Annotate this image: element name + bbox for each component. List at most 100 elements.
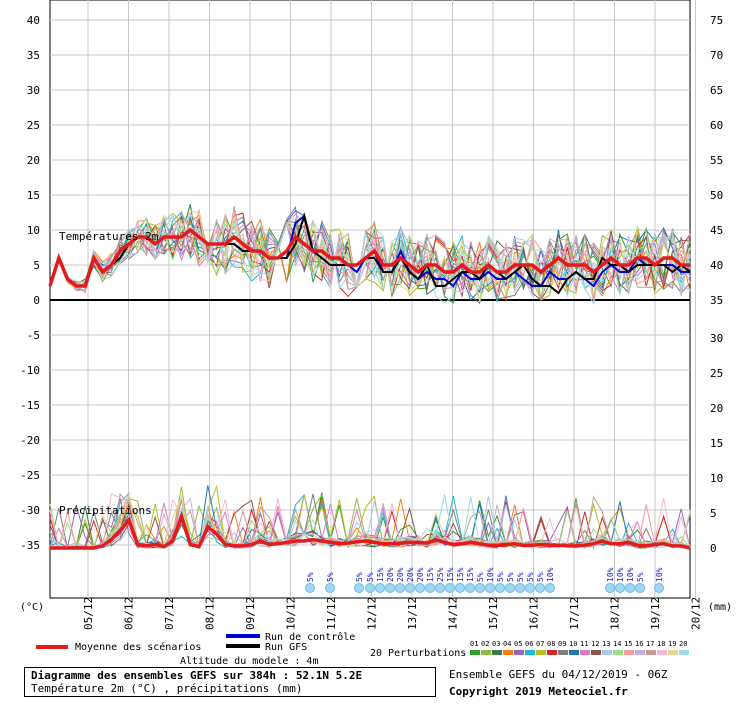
- left-unit-label: (°C): [20, 602, 44, 613]
- right-tick-precip-label: 0: [710, 542, 717, 555]
- altitude-label: Altitude du modele : 4m: [180, 656, 319, 667]
- perturbation-swatch: [503, 650, 513, 655]
- perturbation-swatch: [525, 650, 535, 655]
- snow-probability-label: 15%: [426, 567, 435, 582]
- perturbation-swatch: [668, 650, 678, 655]
- perturbation-number: 08: [547, 640, 555, 648]
- right-tick-precip-label: 30: [710, 332, 723, 345]
- x-tick-label: 15/12: [487, 597, 500, 630]
- perturbation-number: 16: [635, 640, 643, 648]
- perturbation-number: 12: [591, 640, 599, 648]
- perturbation-swatch: [547, 650, 557, 655]
- snow-probability-label: 10%: [626, 567, 635, 582]
- perturbation-number: 18: [657, 640, 665, 648]
- x-tick-label: 19/12: [649, 597, 662, 630]
- perturbation-temp-line: [49, 214, 691, 305]
- left-tick-label: -20: [20, 434, 40, 447]
- snowflake-icon: [375, 583, 385, 593]
- left-tick-label: -5: [27, 329, 40, 342]
- snowflake-icon: [615, 583, 625, 593]
- perturbation-number: 17: [646, 640, 654, 648]
- snowflake-icon: [505, 583, 515, 593]
- right-tick-temp-label: 35: [710, 294, 723, 307]
- legend-perturbations-label: 20 Perturbations: [370, 648, 467, 659]
- x-tick-label: 08/12: [204, 597, 217, 630]
- snow-probability-label: 10%: [546, 567, 555, 582]
- perturbation-swatch: [679, 650, 689, 655]
- snowflake-icon: [654, 583, 664, 593]
- mean-precip-line: [50, 511, 691, 550]
- perturbation-number: 14: [613, 640, 621, 648]
- perturbation-temp-line: [49, 211, 691, 294]
- snowflake-icon: [455, 583, 465, 593]
- perturbation-number: 11: [580, 640, 588, 648]
- legend-mean-label: Moyenne des scénarios: [75, 642, 202, 653]
- perturbation-swatch: [558, 650, 568, 655]
- footer-box: Diagramme des ensembles GEFS sur 384h : …: [24, 667, 436, 697]
- perturbation-swatch: [470, 650, 480, 655]
- perturbation-swatch: [536, 650, 546, 655]
- x-tick-label: 05/12: [82, 597, 95, 630]
- x-tick-label: 13/12: [406, 597, 419, 630]
- perturbation-number: 10: [569, 640, 577, 648]
- left-tick-label: 15: [27, 189, 40, 202]
- legend-control-label: Run de contrôle: [265, 632, 356, 643]
- right-tick-temp-label: 55: [710, 154, 723, 167]
- x-tick-label: 16/12: [528, 597, 541, 630]
- left-tick-label: 35: [27, 49, 40, 62]
- left-tick-label: 10: [27, 224, 40, 237]
- right-tick-precip-label: 5: [710, 507, 717, 520]
- precipitation-section-label: Précipitations: [59, 504, 152, 517]
- run-info: Ensemble GEFS du 04/12/2019 - 06Z: [449, 668, 668, 681]
- right-tick-temp-label: 45: [710, 224, 723, 237]
- perturbation-number: 01: [470, 640, 478, 648]
- x-tick-label: 10/12: [285, 597, 298, 630]
- snow-probability-label: 15%: [456, 567, 465, 582]
- snow-probability-label: 5%: [506, 572, 515, 582]
- perturbation-precip-line: [49, 494, 691, 549]
- snowflake-icon: [425, 583, 435, 593]
- snow-probability-label: 5%: [476, 572, 485, 582]
- left-tick-label: 0: [33, 294, 40, 307]
- left-tick-label: 5: [33, 259, 40, 272]
- perturbation-temp-line: [49, 206, 691, 301]
- perturbation-number: 07: [536, 640, 544, 648]
- perturbation-number: 09: [558, 640, 566, 648]
- mean-temp-line: [48, 227, 690, 288]
- perturbation-swatch: [602, 650, 612, 655]
- footer-subtitle: Température 2m (°C) , précipitations (mm…: [31, 682, 303, 695]
- right-tick-precip-label: 20: [710, 402, 723, 415]
- left-tick-label: 40: [27, 14, 40, 27]
- snow-probability-label: 5%: [355, 572, 364, 582]
- x-tick-label: 14/12: [447, 597, 460, 630]
- snow-probability-label: 5%: [516, 572, 525, 582]
- perturbation-number: 19: [668, 640, 676, 648]
- perturbation-swatch: [492, 650, 502, 655]
- snow-probability-label: 5%: [496, 572, 505, 582]
- snow-probability-label: 5%: [536, 572, 545, 582]
- snow-probability-label: 25%: [436, 567, 445, 582]
- footer-title: Diagramme des ensembles GEFS sur 384h : …: [31, 669, 363, 682]
- perturbation-swatch: [591, 650, 601, 655]
- x-tick-label: 07/12: [163, 597, 176, 630]
- right-tick-temp-label: 40: [710, 259, 723, 272]
- perturbation-number: 05: [514, 640, 522, 648]
- snowflake-icon: [365, 583, 375, 593]
- snowflake-icon: [515, 583, 525, 593]
- snow-probability-label: 20%: [416, 567, 425, 582]
- snowflake-icon: [625, 583, 635, 593]
- right-tick-temp-label: 70: [710, 49, 723, 62]
- snowflake-icon: [405, 583, 415, 593]
- perturbation-swatch: [514, 650, 524, 655]
- snowflake-icon: [435, 583, 445, 593]
- right-tick-temp-label: 65: [710, 84, 723, 97]
- snow-probability-label: 20%: [386, 567, 395, 582]
- left-tick-label: -15: [20, 399, 40, 412]
- perturbation-number: 06: [525, 640, 533, 648]
- left-tick-label: 20: [27, 154, 40, 167]
- copyright: Copyright 2019 Meteociel.fr: [449, 685, 628, 698]
- temperature-section-label: Températures 2m: [59, 230, 159, 243]
- snow-probability-label: 5%: [366, 572, 375, 582]
